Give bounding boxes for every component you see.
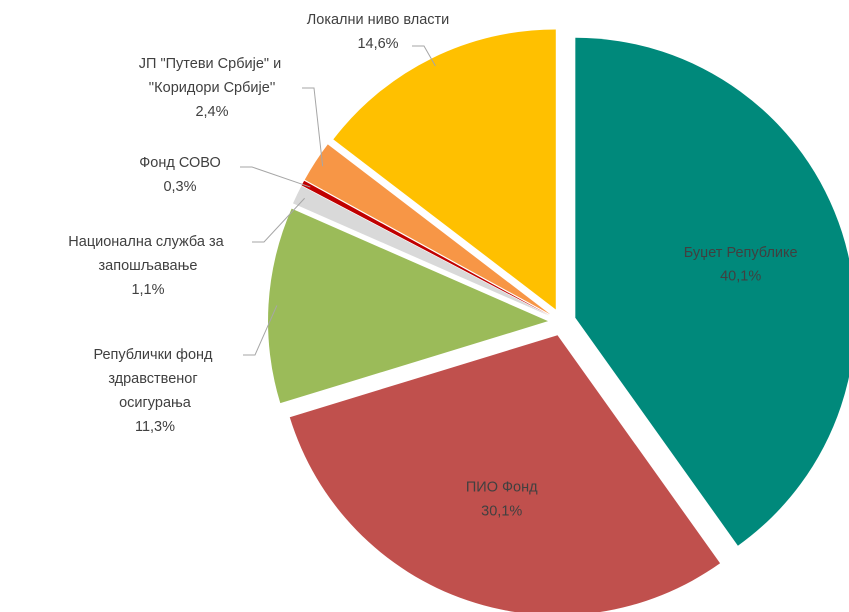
pie-slice — [333, 29, 556, 310]
value-label: 11,3% — [135, 419, 175, 435]
pie-slice — [301, 180, 550, 316]
category-label: ЈП "Путеви Србије" и ''Коридори Србије'' — [139, 56, 285, 96]
pie-slice — [304, 144, 551, 315]
category-label: Национална служба за запошљавање — [68, 234, 227, 274]
leader-line — [240, 166, 311, 188]
value-label: 40,1% — [720, 269, 761, 285]
pie-slice — [289, 335, 721, 612]
leader-line — [252, 197, 305, 243]
leader-line — [412, 45, 436, 67]
pie-slice — [292, 185, 550, 316]
value-label: 0,3% — [163, 179, 196, 195]
value-label: 14,6% — [357, 36, 398, 52]
category-label: ПИО Фонд — [466, 479, 538, 495]
leader-line — [243, 305, 278, 356]
value-label: 2,4% — [195, 104, 228, 120]
value-label: 1,1% — [131, 282, 164, 298]
category-label: Фонд СОВО — [139, 155, 221, 171]
pie-slice — [268, 208, 549, 404]
pie-slice — [575, 37, 849, 546]
leader-line — [302, 87, 324, 167]
value-label: 30,1% — [481, 503, 522, 519]
category-label: Буџет Републике — [684, 245, 798, 261]
category-label: Републички фонд здравственог осигурања — [93, 347, 216, 411]
category-label: Локални ниво власти — [307, 12, 450, 28]
